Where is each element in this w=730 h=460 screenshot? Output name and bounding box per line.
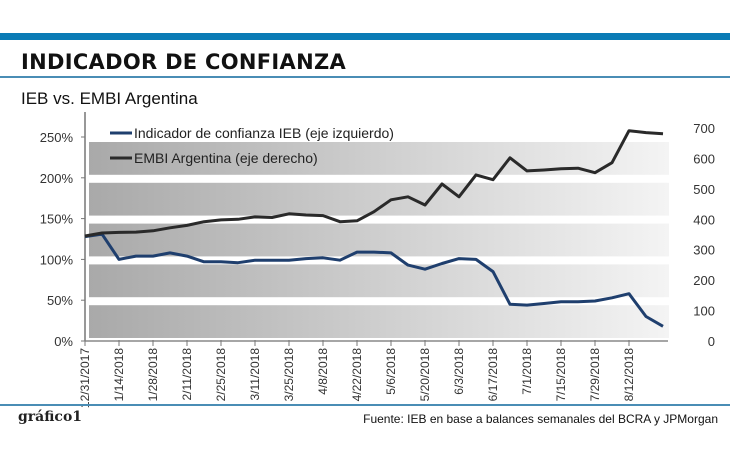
left-tick-label: 150%	[40, 212, 74, 227]
right-tick-label: 400	[693, 212, 715, 227]
brand-logo: gráfico1	[18, 409, 83, 425]
title-divider	[0, 76, 730, 78]
left-tick-label: 50%	[47, 293, 73, 308]
x-tick-label: 5/6/2018	[384, 348, 398, 395]
right-tick-label: 700	[693, 121, 715, 136]
right-tick-label: 100	[693, 304, 715, 319]
x-tick-label: 6/17/2018	[486, 348, 500, 402]
x-tick-label: 4/8/2018	[316, 348, 330, 395]
right-tick-label: 300	[693, 243, 715, 258]
right-tick-label: 0	[708, 334, 715, 349]
x-tick-label: 2/25/2018	[214, 348, 228, 402]
x-tick-label: 1/14/2018	[112, 348, 126, 402]
left-tick-label: 200%	[40, 171, 74, 186]
x-tick-label: 1/28/2018	[146, 348, 160, 402]
left-tick-label: 0%	[54, 334, 73, 349]
right-tick-label: 200	[693, 273, 715, 288]
x-tick-label: 7/29/2018	[588, 348, 602, 402]
footer-divider	[0, 404, 730, 406]
legend-label: EMBI Argentina (eje derecho)	[134, 150, 318, 166]
x-tick-label: 3/11/2018	[248, 348, 262, 401]
x-tick-label: 4/22/2018	[350, 348, 364, 402]
x-tick-label: 7/15/2018	[554, 348, 568, 402]
background-band	[89, 305, 669, 338]
page-title: INDICADOR DE CONFIANZA	[21, 50, 347, 74]
left-tick-label: 250%	[40, 130, 74, 145]
chart-subtitle: IEB vs. EMBI Argentina	[21, 89, 198, 108]
x-tick-label: 3/25/2018	[282, 348, 296, 402]
right-tick-label: 600	[693, 151, 715, 166]
left-tick-label: 100%	[40, 252, 74, 267]
background-band	[89, 264, 669, 298]
x-tick-label: 6/3/2018	[452, 348, 466, 395]
right-tick-label: 500	[693, 182, 715, 197]
x-tick-label: 7/1/2018	[520, 348, 534, 395]
background-band	[89, 182, 669, 216]
x-tick-label: 5/20/2018	[418, 348, 432, 402]
legend-label: Indicador de confianza IEB (eje izquierd…	[134, 125, 394, 141]
x-tick-label: 12/31/2017	[78, 348, 92, 408]
top-accent-bar	[0, 33, 730, 40]
x-tick-label: 2/11/2018	[180, 348, 194, 401]
source-note: Fuente: IEB en base a balances semanales…	[363, 412, 718, 426]
x-tick-label: 8/12/2018	[622, 348, 636, 402]
